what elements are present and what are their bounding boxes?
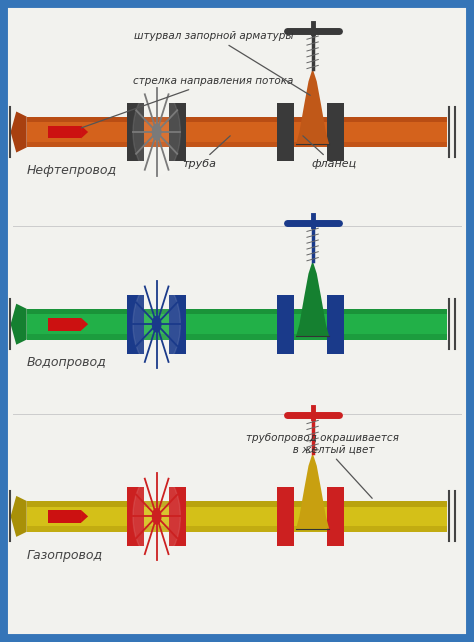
Text: Водопровод: Водопровод [27, 356, 107, 370]
Text: стрелка направления потока: стрелка направления потока [82, 76, 293, 128]
Bar [27, 501, 447, 507]
FancyBboxPatch shape [48, 318, 81, 331]
Bar [169, 103, 186, 162]
Text: Нефтепровод: Нефтепровод [27, 164, 117, 177]
Polygon shape [10, 112, 27, 153]
Bar [277, 295, 294, 354]
Bar [27, 334, 447, 340]
Polygon shape [296, 261, 329, 336]
Bar [127, 487, 144, 546]
Bar [127, 295, 144, 354]
Bar [169, 295, 186, 354]
Text: трубопровод окрашивается
       в желтый цвет: трубопровод окрашивается в желтый цвет [246, 433, 399, 498]
Ellipse shape [153, 125, 161, 140]
Ellipse shape [133, 281, 181, 368]
Polygon shape [10, 496, 27, 537]
Bar [27, 117, 447, 122]
Bar [169, 103, 186, 162]
Bar [327, 295, 344, 354]
Text: Газопровод: Газопровод [27, 549, 103, 562]
Bar [127, 295, 144, 354]
Ellipse shape [153, 317, 161, 332]
Ellipse shape [133, 89, 181, 175]
Bar [169, 295, 186, 354]
Bar [127, 103, 144, 162]
Text: фланец: фланец [303, 136, 356, 169]
Bar [27, 309, 447, 340]
Bar [127, 487, 144, 546]
FancyBboxPatch shape [48, 510, 81, 523]
FancyBboxPatch shape [48, 126, 81, 139]
Bar [27, 309, 447, 315]
Ellipse shape [133, 473, 181, 560]
Polygon shape [81, 126, 88, 139]
Text: штурвал запорной арматуры: штурвал запорной арматуры [134, 31, 310, 95]
Text: труба: труба [182, 136, 230, 169]
Bar [277, 103, 294, 162]
Ellipse shape [153, 508, 161, 524]
Bar [27, 117, 447, 148]
Bar [327, 103, 344, 162]
Bar [27, 526, 447, 532]
Polygon shape [296, 69, 329, 144]
Bar [169, 487, 186, 546]
Bar [27, 142, 447, 148]
Polygon shape [81, 510, 88, 523]
Bar [327, 295, 344, 354]
Bar [327, 487, 344, 546]
Polygon shape [296, 453, 329, 528]
Bar [277, 295, 294, 354]
Bar [27, 501, 447, 532]
Polygon shape [81, 318, 88, 331]
Bar [327, 487, 344, 546]
Bar [169, 487, 186, 546]
Polygon shape [10, 304, 27, 345]
Bar [277, 103, 294, 162]
Bar [277, 487, 294, 546]
Bar [327, 103, 344, 162]
Bar [127, 103, 144, 162]
Bar [277, 487, 294, 546]
